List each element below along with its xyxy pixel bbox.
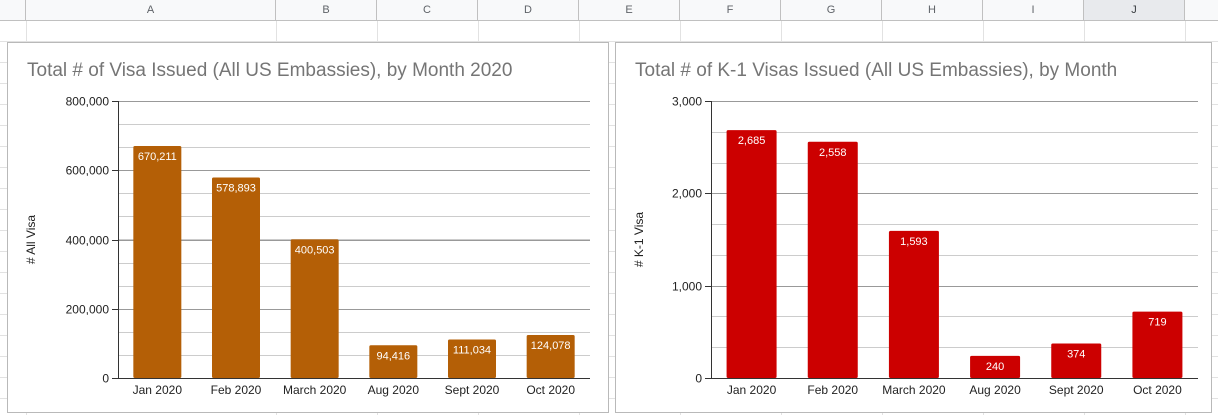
bar bbox=[369, 345, 418, 378]
bar-value-label: 2,558 bbox=[819, 147, 847, 159]
y-tick-label: 600,000 bbox=[66, 164, 110, 178]
bar bbox=[1132, 311, 1183, 378]
y-tick-label: 2,000 bbox=[672, 187, 702, 201]
y-tick-label: 0 bbox=[695, 372, 702, 386]
bar bbox=[726, 130, 777, 378]
x-tick-label: March 2020 bbox=[882, 383, 946, 397]
y-axis-title: # K-1 Visa bbox=[632, 212, 646, 267]
bar-value-label: 94,416 bbox=[377, 350, 411, 362]
x-tick-label: Aug 2020 bbox=[368, 383, 420, 397]
x-tick-label: Jan 2020 bbox=[133, 383, 183, 397]
column-header-f[interactable]: F bbox=[680, 0, 781, 20]
y-tick-label: 3,000 bbox=[672, 95, 702, 109]
column-header-bar: A B C D E F G H I J bbox=[0, 0, 1218, 21]
bar-value-label: 111,034 bbox=[453, 345, 491, 357]
y-tick-label: 800,000 bbox=[66, 95, 110, 109]
column-header-e[interactable]: E bbox=[579, 0, 680, 20]
x-tick-label: Feb 2020 bbox=[211, 383, 262, 397]
y-axis-title: # All Visa bbox=[24, 215, 38, 264]
bar bbox=[1051, 343, 1102, 378]
bar-value-label: 1,593 bbox=[900, 236, 928, 248]
y-tick-label: 0 bbox=[102, 372, 109, 386]
bar bbox=[133, 145, 182, 378]
column-header-h[interactable]: H bbox=[882, 0, 983, 20]
y-tick-label: 1,000 bbox=[672, 280, 702, 294]
bar bbox=[526, 335, 575, 378]
x-tick-label: Sept 2020 bbox=[445, 383, 500, 397]
chart-plot: 0 200,000 400,000 600,000 800,000 # All Visa 6… bbox=[24, 95, 590, 397]
column-header-c[interactable]: C bbox=[377, 0, 478, 20]
chart-plot: 0 1,000 2,000 3,000 # K-1 Visa 2,685 Jan 2020 2… bbox=[632, 95, 1198, 397]
bar-value-label: 578,893 bbox=[216, 183, 256, 195]
column-header-g[interactable]: G bbox=[781, 0, 882, 20]
chart-all-visas[interactable]: Total # of Visa Issued (All US Embassies… bbox=[7, 42, 609, 413]
x-tick-label: Sept 2020 bbox=[1049, 383, 1104, 397]
column-header-j[interactable]: J bbox=[1084, 0, 1185, 20]
bar bbox=[807, 141, 858, 378]
bar-value-label: 240 bbox=[986, 361, 1004, 373]
bar-value-label: 400,503 bbox=[295, 244, 335, 256]
bar-value-label: 2,685 bbox=[738, 135, 766, 147]
column-header-b[interactable]: B bbox=[276, 0, 377, 20]
x-tick-label: Oct 2020 bbox=[1133, 383, 1182, 397]
bar-value-label: 670,211 bbox=[138, 151, 177, 163]
bar bbox=[290, 239, 339, 378]
x-tick-label: Feb 2020 bbox=[807, 383, 858, 397]
bar bbox=[212, 177, 260, 378]
x-tick-label: Aug 2020 bbox=[969, 383, 1021, 397]
chart-title: Total # of K-1 Visas Issued (All US Emba… bbox=[635, 60, 1118, 81]
chart-title: Total # of Visa Issued (All US Embassies… bbox=[27, 60, 513, 81]
column-header-i[interactable]: I bbox=[983, 0, 1084, 20]
bar bbox=[970, 355, 1021, 378]
bar-value-label: 374 bbox=[1067, 348, 1085, 360]
bar-value-label: 124,078 bbox=[531, 340, 571, 352]
column-header-a[interactable]: A bbox=[26, 0, 276, 20]
y-tick-label: 200,000 bbox=[66, 303, 110, 317]
y-tick-label: 400,000 bbox=[66, 234, 110, 248]
column-header-corner bbox=[0, 0, 26, 20]
x-tick-label: Oct 2020 bbox=[526, 383, 575, 397]
x-tick-label: March 2020 bbox=[283, 383, 347, 397]
bar bbox=[448, 339, 496, 378]
column-header-k[interactable] bbox=[1185, 0, 1218, 20]
bar bbox=[888, 230, 939, 378]
x-tick-label: Jan 2020 bbox=[727, 383, 777, 397]
bar-value-label: 719 bbox=[1148, 317, 1166, 329]
chart-k1-visas[interactable]: Total # of K-1 Visas Issued (All US Emba… bbox=[615, 42, 1212, 413]
column-header-d[interactable]: D bbox=[478, 0, 579, 20]
